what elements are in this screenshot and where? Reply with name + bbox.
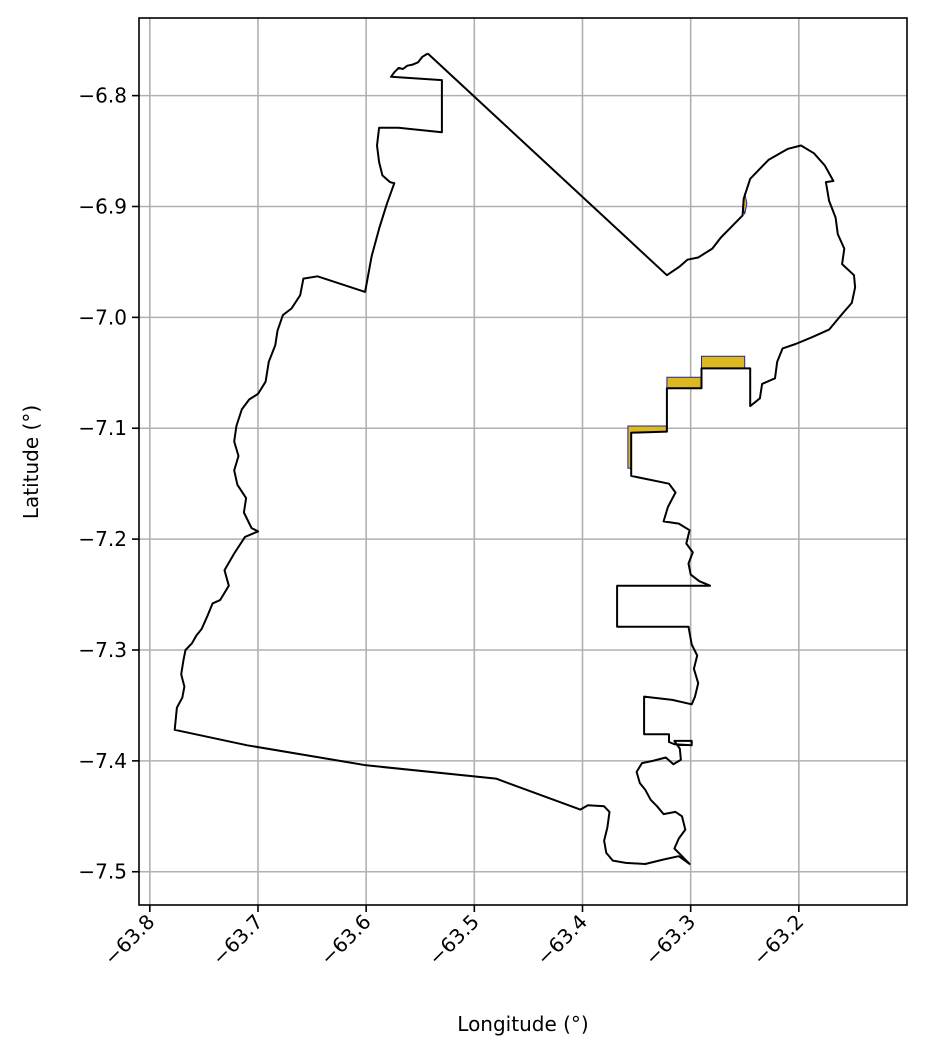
x-tick-label: −63.3 [640,910,700,970]
x-tick-label: −63.4 [532,910,592,970]
x-tick-label: −63.2 [748,910,808,970]
y-tick-label: −7.1 [78,416,127,440]
overlap-area [627,355,746,469]
y-tick-label: −7.0 [78,305,127,329]
y-tick-label: −6.9 [78,194,127,218]
x-tick-label: −63.7 [207,910,267,970]
boundary-outline [173,52,857,865]
x-tick-label: −63.8 [99,910,159,970]
overlap-areas [627,193,748,469]
y-tick-label: −6.8 [78,84,127,108]
y-axis-label: Latitude (°) [19,405,43,519]
x-tick-label: −63.6 [315,910,375,970]
x-axis-ticks: −63.8 −63.7 −63.6 −63.5 −63.4 −63.3 −63.2 [99,905,808,970]
y-axis-ticks: −6.8 −6.9 −7.0 −7.1 −7.2 −7.3 −7.4 −7.5 [78,84,139,884]
plot-frame [138,17,908,906]
x-tick-label: −63.5 [424,910,484,970]
gridlines [139,18,907,905]
y-tick-label: −7.5 [78,860,127,884]
boundary-line [173,52,857,865]
y-tick-label: −7.3 [78,638,127,662]
y-tick-label: −7.4 [78,749,127,773]
x-axis-label: Longitude (°) [457,1012,588,1036]
y-tick-label: −7.2 [78,527,127,551]
